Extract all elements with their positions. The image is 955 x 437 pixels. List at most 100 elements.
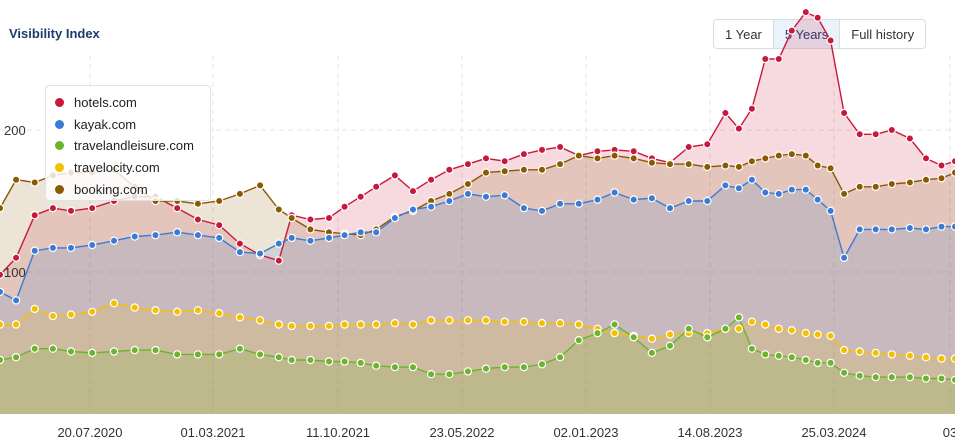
point-kayak-21 — [390, 213, 400, 223]
point-booking-49 — [855, 182, 864, 191]
point-kayak-33 — [610, 188, 619, 197]
point-kayak-16 — [306, 236, 315, 245]
area-travelandleisure — [0, 317, 955, 414]
point-hotels-54 — [937, 161, 946, 170]
point-kayak-0 — [0, 287, 5, 297]
legend-dot-booking — [55, 184, 64, 194]
point-booking-30 — [555, 159, 565, 169]
point-hotels-38 — [703, 139, 712, 149]
point-kayak-2 — [30, 246, 39, 255]
point-booking-34 — [629, 154, 638, 163]
point-booking-47 — [826, 164, 835, 173]
point-booking-31 — [574, 151, 584, 160]
point-kayak-20 — [372, 227, 381, 237]
area-travelocity — [0, 303, 955, 414]
range-full-history-button[interactable]: Full history — [840, 20, 926, 48]
point-booking-35 — [647, 158, 657, 167]
point-booking-42 — [761, 154, 770, 163]
point-booking-0 — [0, 203, 5, 213]
point-travelandleisure-2 — [30, 344, 39, 353]
point-hotels-10 — [193, 215, 203, 224]
point-travelocity-11 — [214, 309, 224, 318]
point-hotels-43 — [774, 54, 784, 64]
point-kayak-19 — [356, 227, 365, 237]
point-travelandleisure-10 — [193, 350, 203, 359]
point-hotels-9 — [172, 203, 182, 213]
point-hotels-4 — [66, 206, 76, 216]
point-travelandleisure-24 — [445, 370, 454, 379]
point-travelandleisure-37 — [684, 324, 693, 333]
legend-item-hotels[interactable]: hotels.com — [55, 92, 210, 114]
point-kayak-30 — [555, 199, 565, 208]
y-axis-ticks: 100 200 — [4, 123, 26, 280]
point-booking-29 — [537, 165, 547, 174]
point-kayak-51 — [887, 225, 897, 234]
point-travelandleisure-52 — [905, 372, 915, 382]
point-hotels-24 — [445, 165, 454, 174]
point-travelocity-27 — [500, 317, 509, 326]
point-travelandleisure-32 — [593, 328, 602, 338]
point-travelocity-14 — [274, 320, 283, 329]
point-kayak-39 — [721, 181, 730, 190]
legend-label-booking: booking.com — [74, 181, 148, 197]
point-travelocity-44 — [787, 326, 797, 335]
point-travelandleisure-0 — [0, 355, 5, 365]
point-kayak-1 — [11, 296, 21, 305]
point-travelocity-43 — [774, 324, 784, 333]
point-travelocity-54 — [937, 354, 946, 363]
point-travelocity-31 — [574, 320, 584, 329]
x-tick-label-0: 20.07.2020 — [57, 425, 122, 437]
chart-legend: hotels.com kayak.com travelandleisure.co… — [45, 85, 211, 201]
point-kayak-17 — [324, 233, 334, 243]
x-axis-ticks: 20.07.2020 01.03.2021 11.10.2021 23.05.2022… — [57, 425, 955, 437]
legend-item-travelandleisure[interactable]: travelandleisure.com — [55, 135, 210, 157]
point-travelandleisure-50 — [871, 372, 880, 382]
point-travelandleisure-9 — [172, 350, 182, 359]
point-kayak-5 — [87, 240, 97, 250]
point-travelandleisure-20 — [372, 361, 381, 370]
point-travelandleisure-27 — [500, 362, 509, 372]
point-travelocity-17 — [324, 321, 334, 331]
point-hotels-37 — [684, 142, 693, 152]
point-travelocity-24 — [445, 316, 454, 325]
point-travelandleisure-41 — [747, 344, 757, 353]
point-travelandleisure-42 — [761, 350, 770, 359]
point-kayak-29 — [537, 206, 547, 216]
point-kayak-55 — [950, 222, 955, 231]
point-hotels-49 — [855, 130, 864, 139]
range-1-year-button[interactable]: 1 Year — [714, 20, 774, 48]
legend-item-kayak[interactable]: kayak.com — [55, 114, 210, 136]
point-kayak-28 — [519, 203, 529, 213]
point-travelocity-55 — [950, 354, 955, 363]
point-hotels-51 — [887, 125, 897, 135]
point-booking-13 — [255, 181, 265, 190]
point-booking-14 — [274, 205, 283, 214]
x-tick-label-2: 11.10.2021 — [306, 425, 370, 437]
point-booking-28 — [519, 165, 529, 174]
point-travelocity-7 — [130, 303, 139, 312]
point-travelocity-42 — [761, 320, 770, 329]
point-kayak-12 — [235, 247, 245, 257]
point-kayak-23 — [426, 202, 436, 211]
legend-item-booking[interactable]: booking.com — [55, 178, 210, 200]
point-travelandleisure-19 — [356, 358, 365, 368]
point-hotels-45 — [801, 7, 811, 17]
point-travelandleisure-46 — [813, 358, 822, 368]
x-tick-label-5: 14.08.2023 — [677, 425, 742, 437]
point-hotels-32 — [593, 147, 602, 156]
legend-item-travelocity[interactable]: travelocity.com — [55, 157, 210, 179]
point-kayak-15 — [287, 233, 296, 243]
point-booking-55 — [950, 168, 955, 177]
point-travelandleisure-39 — [721, 324, 730, 333]
point-travelocity-4 — [66, 310, 76, 319]
point-hotels-16 — [306, 215, 315, 224]
point-travelocity-23 — [426, 316, 436, 325]
point-kayak-4 — [66, 243, 76, 253]
point-kayak-22 — [408, 205, 418, 214]
point-travelocity-48 — [839, 345, 849, 355]
point-kayak-50 — [871, 225, 880, 234]
grid-lines — [0, 55, 955, 414]
point-travelocity-19 — [356, 320, 365, 329]
point-kayak-7 — [130, 232, 139, 241]
point-kayak-3 — [48, 243, 58, 253]
